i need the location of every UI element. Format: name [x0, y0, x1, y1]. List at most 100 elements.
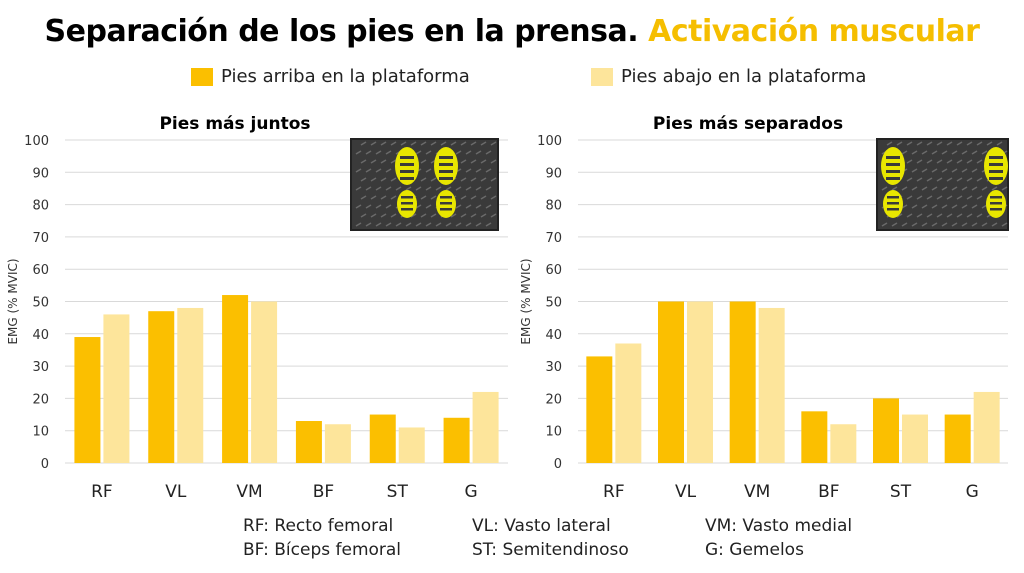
y-tick-label: 10	[545, 425, 562, 440]
plate-texture	[445, 222, 452, 227]
plate-texture	[941, 222, 948, 227]
bar-vl-series-2	[687, 301, 713, 463]
plate-texture	[490, 213, 497, 218]
y-tick-label: 60	[545, 263, 562, 278]
plate-texture	[450, 213, 457, 218]
plate-texture	[420, 177, 427, 182]
plate-texture	[355, 186, 362, 191]
legend-swatch-series-2	[591, 67, 613, 86]
footprint-tread	[886, 156, 900, 159]
plate-texture	[926, 141, 933, 146]
plate-texture	[485, 150, 492, 155]
x-tick-label: G	[966, 482, 979, 502]
plate-texture	[941, 150, 948, 155]
plate-texture	[385, 150, 392, 155]
plate-texture	[415, 150, 422, 155]
plate-texture	[475, 186, 482, 191]
footprint-tread	[401, 208, 413, 211]
plate-texture	[425, 150, 432, 155]
plate-texture	[961, 150, 968, 155]
plate-texture	[931, 168, 938, 173]
plate-texture	[921, 222, 928, 227]
plate-texture	[951, 150, 958, 155]
bar-st-series-1	[369, 414, 396, 463]
bar-vm-series-2	[251, 301, 278, 463]
plate-texture	[415, 204, 422, 209]
plate-texture	[430, 213, 437, 218]
x-tick-label: VL	[675, 482, 697, 502]
plate-texture	[465, 222, 472, 227]
legend-item-series-1: Pies arriba en la plataforma	[191, 66, 470, 87]
plate-texture	[450, 141, 457, 146]
plate-texture	[916, 213, 923, 218]
plate-texture	[916, 141, 923, 146]
plate-texture	[360, 159, 367, 164]
footprint-icon	[881, 147, 905, 218]
footprint-tread	[886, 177, 900, 180]
plate-texture	[490, 195, 497, 200]
plate-texture	[971, 150, 978, 155]
footprint-tread	[400, 170, 414, 173]
plate-texture	[385, 168, 392, 173]
plate-texture	[966, 213, 973, 218]
plate-texture	[891, 186, 898, 191]
plate-texture	[380, 159, 387, 164]
plate-texture	[485, 222, 492, 227]
plate-texture	[370, 159, 377, 164]
legend-item-series-2: Pies abajo en la plataforma	[591, 66, 866, 87]
plate-texture	[395, 222, 402, 227]
plate-texture	[390, 213, 397, 218]
plate-texture	[956, 177, 963, 182]
plate-texture	[380, 213, 387, 218]
plate-texture	[455, 186, 462, 191]
x-tick-label: RF	[91, 482, 113, 502]
plate-texture	[370, 141, 377, 146]
plate-texture	[365, 150, 372, 155]
y-tick-label: 40	[545, 328, 562, 343]
footprint-tread	[400, 163, 414, 166]
plate-texture	[430, 195, 437, 200]
plate-texture	[891, 222, 898, 227]
y-tick-label: 0	[554, 457, 562, 472]
feet-close-icon	[350, 138, 499, 231]
x-tick-label: BF	[313, 482, 334, 502]
plate-texture	[956, 159, 963, 164]
plate-texture	[355, 168, 362, 173]
plate-texture	[941, 186, 948, 191]
abbreviation-rf: RF: Recto femoral	[243, 516, 394, 536]
plate-texture	[480, 213, 487, 218]
bar-vm-series-1	[729, 301, 756, 463]
plate-texture	[976, 195, 983, 200]
plate-texture	[360, 141, 367, 146]
bar-bf-series-2	[830, 424, 857, 463]
plate-texture	[956, 141, 963, 146]
y-tick-label: 50	[545, 296, 562, 311]
plate-texture	[390, 195, 397, 200]
plate-texture	[355, 222, 362, 227]
footprint-tread	[439, 156, 453, 159]
plate-texture	[946, 141, 953, 146]
footprint-tread	[440, 202, 452, 205]
plate-texture	[455, 222, 462, 227]
plate-texture	[370, 195, 377, 200]
plate-texture	[455, 204, 462, 209]
y-tick-label: 70	[545, 231, 562, 246]
plate-texture	[485, 186, 492, 191]
plate-texture	[931, 204, 938, 209]
plate-texture	[435, 186, 442, 191]
bar-rf-series-1	[74, 337, 101, 463]
bar-rf-series-2	[103, 314, 130, 463]
plate-texture	[470, 213, 477, 218]
plate-texture	[951, 222, 958, 227]
plate-texture	[425, 186, 432, 191]
plate-texture	[385, 222, 392, 227]
plate-texture	[465, 186, 472, 191]
plate-texture	[936, 213, 943, 218]
bar-vm-series-2	[758, 307, 785, 463]
plate-texture	[966, 141, 973, 146]
y-tick-label: 0	[41, 457, 49, 472]
plate-texture	[390, 177, 397, 182]
plate-texture	[360, 195, 367, 200]
plate-texture	[480, 141, 487, 146]
